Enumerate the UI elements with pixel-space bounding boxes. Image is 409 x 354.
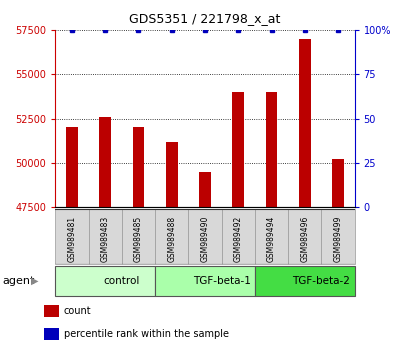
Text: percentile rank within the sample: percentile rank within the sample xyxy=(63,329,228,339)
Text: GDS5351 / 221798_x_at: GDS5351 / 221798_x_at xyxy=(129,12,280,25)
Bar xyxy=(155,266,254,296)
Text: GSM989490: GSM989490 xyxy=(200,216,209,262)
Bar xyxy=(288,209,321,264)
Bar xyxy=(55,209,88,264)
Text: GSM989483: GSM989483 xyxy=(101,216,110,262)
Text: GSM989494: GSM989494 xyxy=(266,216,275,262)
Bar xyxy=(254,266,354,296)
Bar xyxy=(199,172,210,207)
Text: control: control xyxy=(103,275,140,286)
Text: count: count xyxy=(63,306,91,316)
Bar xyxy=(188,209,221,264)
Bar xyxy=(221,209,254,264)
Bar xyxy=(166,142,177,207)
Bar xyxy=(88,209,121,264)
Bar xyxy=(99,117,111,207)
Text: GSM989499: GSM989499 xyxy=(333,216,342,262)
Bar xyxy=(66,127,78,207)
Bar xyxy=(232,92,243,207)
Text: GSM989481: GSM989481 xyxy=(67,216,76,262)
Bar xyxy=(298,39,310,207)
Text: agent: agent xyxy=(2,275,34,286)
Text: GSM989485: GSM989485 xyxy=(134,216,143,262)
Bar xyxy=(265,92,276,207)
Bar xyxy=(133,127,144,207)
Bar xyxy=(44,305,59,317)
Bar xyxy=(44,328,59,340)
Bar xyxy=(155,209,188,264)
Text: TGF-beta-1: TGF-beta-1 xyxy=(192,275,250,286)
Text: GSM989496: GSM989496 xyxy=(299,216,308,262)
Bar xyxy=(331,159,343,207)
Text: TGF-beta-2: TGF-beta-2 xyxy=(292,275,349,286)
Text: GSM989488: GSM989488 xyxy=(167,216,176,262)
Text: GSM989492: GSM989492 xyxy=(233,216,242,262)
Bar xyxy=(55,266,155,296)
Bar xyxy=(321,209,354,264)
Text: ▶: ▶ xyxy=(31,275,38,286)
Bar xyxy=(254,209,288,264)
Bar xyxy=(121,209,155,264)
